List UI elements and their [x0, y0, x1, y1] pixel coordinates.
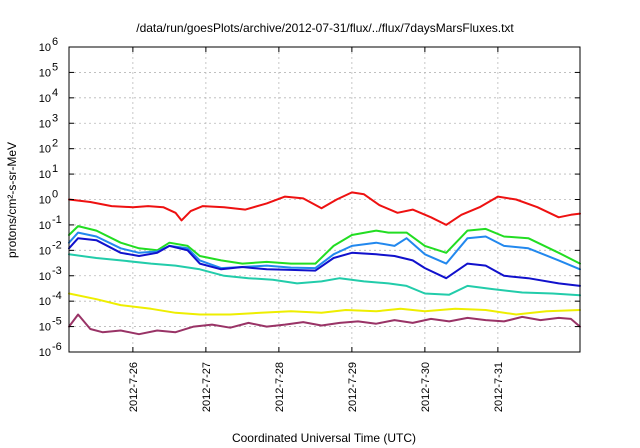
x-tick-label: 2012-7-29: [347, 362, 359, 412]
series-line-2: [68, 225, 581, 265]
y-tick-label: 10: [39, 347, 51, 359]
y-tick-label: 10: [39, 245, 51, 257]
y-tick-exponent: -2: [52, 239, 62, 251]
series-line-6: [68, 292, 581, 316]
axis-layer: 10 -610 -510 -410 -310 -210 -110 010 110 210 310 41…: [39, 36, 580, 412]
y-tick-exponent: 3: [52, 112, 58, 124]
grid-layer: [69, 47, 580, 352]
x-tick-label: 2012-7-27: [201, 362, 213, 412]
y-tick-label: 10: [39, 67, 51, 79]
x-tick-label: 2012-7-31: [493, 362, 505, 412]
series-line-5: [68, 253, 581, 297]
y-tick-exponent: -5: [52, 316, 62, 328]
y-tick-exponent: -4: [52, 290, 62, 302]
y-tick-exponent: -1: [52, 214, 62, 226]
series-line-1: [68, 191, 581, 226]
y-axis-title: protons/cm²-s-sr-MeV: [5, 142, 19, 258]
y-tick-exponent: 1: [52, 163, 58, 175]
y-tick-exponent: -3: [52, 265, 62, 277]
y-tick-exponent: 0: [52, 189, 58, 201]
y-tick-exponent: 6: [52, 36, 58, 48]
x-tick-label: 2012-7-30: [420, 362, 432, 412]
y-tick-exponent: -6: [52, 341, 62, 353]
series-line-3: [68, 231, 581, 271]
y-tick-exponent: 2: [52, 138, 58, 150]
y-tick-label: 10: [39, 322, 51, 334]
y-tick-label: 10: [39, 271, 51, 283]
y-tick-label: 10: [39, 118, 51, 130]
chart-title: /data/run/goesPlots/archive/2012-07-31/f…: [136, 21, 514, 35]
series-line-4: [68, 237, 581, 287]
series-line-7: [68, 313, 581, 336]
x-tick-label: 2012-7-26: [128, 362, 140, 412]
x-tick-label: 2012-7-28: [274, 362, 286, 412]
y-tick-label: 10: [39, 144, 51, 156]
series-layer: [68, 191, 581, 336]
y-tick-label: 10: [39, 220, 51, 232]
y-tick-label: 10: [39, 296, 51, 308]
y-tick-label: 10: [39, 195, 51, 207]
x-axis-title: Coordinated Universal Time (UTC): [232, 431, 416, 445]
y-tick-label: 10: [39, 169, 51, 181]
y-tick-label: 10: [39, 42, 51, 54]
y-tick-exponent: 4: [52, 87, 58, 99]
y-tick-label: 10: [39, 93, 51, 105]
y-tick-exponent: 5: [52, 61, 58, 73]
